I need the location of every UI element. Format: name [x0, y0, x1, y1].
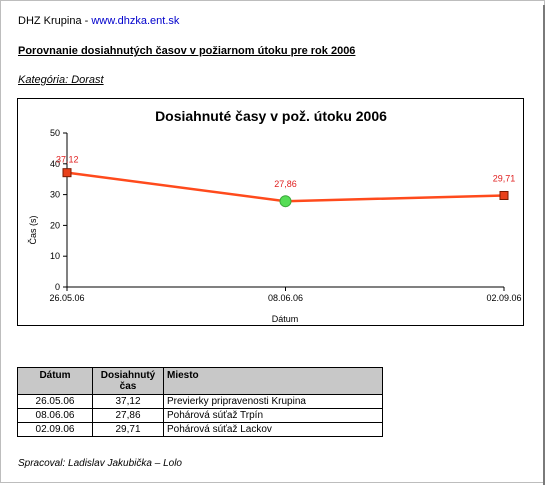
cell-date: 26.05.06 [17, 394, 93, 409]
category-label: Kategória: Dorast [18, 74, 104, 86]
cell-place: Previerky pripravenosti Krupina [163, 394, 383, 409]
cell-time: 29,71 [92, 422, 164, 437]
y-tick-label: 0 [55, 282, 60, 292]
chart-marks: 37,12 27,86 29,71 [56, 155, 516, 208]
col-header-place: Miesto [163, 367, 383, 395]
y-tick-label: 50 [50, 128, 60, 138]
y-tick-label: 40 [50, 159, 60, 169]
data-label: 37,12 [56, 155, 79, 165]
col-header-date: Dátum [17, 367, 93, 395]
x-tick-label: 26.05.06 [49, 293, 84, 303]
data-point-marker [279, 195, 292, 208]
website-link[interactable]: www.dhzka.ent.sk [91, 15, 180, 27]
page-header: DHZ Krupina - www.dhzka.ent.sk [18, 15, 179, 27]
table-header-row: Dátum Dosiahnutý čas Miesto [17, 367, 383, 395]
cell-date: 02.09.06 [17, 422, 93, 437]
x-tick-label: 08.06.06 [268, 293, 303, 303]
chart-container: Dosiahnuté časy v pož. útoku 2006 Čas (s… [17, 98, 524, 326]
data-point-marker [499, 190, 509, 200]
table-row: 02.09.06 29,71 Pohárová súťaž Lackov [17, 422, 383, 437]
cell-time: 27,86 [92, 408, 164, 423]
col-header-time: Dosiahnutý čas [92, 367, 164, 395]
y-tick-label: 30 [50, 190, 60, 200]
table-row: 26.05.06 37,12 Previerky pripravenosti K… [17, 394, 383, 409]
chart-title: Dosiahnuté časy v pož. útoku 2006 [155, 108, 387, 124]
cell-date: 08.06.06 [17, 408, 93, 423]
footer-credit: Spracoval: Ladislav Jakubička – Lolo [18, 458, 182, 469]
cell-place: Pohárová súťaž Lackov [163, 422, 383, 437]
document-title: Porovnanie dosiahnutých časov v požiarno… [18, 45, 356, 57]
y-axis-label: Čas (s) [28, 215, 38, 244]
x-axis-label: Dátum [272, 314, 299, 324]
results-table: Dátum Dosiahnutý čas Miesto 26.05.06 37,… [17, 367, 383, 437]
data-label: 27,86 [274, 179, 297, 189]
data-label: 29,71 [493, 173, 516, 183]
line-chart: Dosiahnuté časy v pož. útoku 2006 Čas (s… [28, 108, 522, 324]
x-tick-label: 02.09.06 [486, 293, 521, 303]
data-point-marker [62, 168, 72, 178]
chart-axes: 0 10 20 30 40 50 26.05.06 08.06.06 02.09.06 [49, 128, 521, 303]
cell-place: Pohárová súťaž Trpín [163, 408, 383, 423]
org-name: DHZ Krupina - [18, 15, 92, 27]
y-tick-label: 20 [50, 220, 60, 230]
table-row: 08.06.06 27,86 Pohárová súťaž Trpín [17, 408, 383, 423]
cell-time: 37,12 [92, 394, 164, 409]
y-tick-label: 10 [50, 251, 60, 261]
